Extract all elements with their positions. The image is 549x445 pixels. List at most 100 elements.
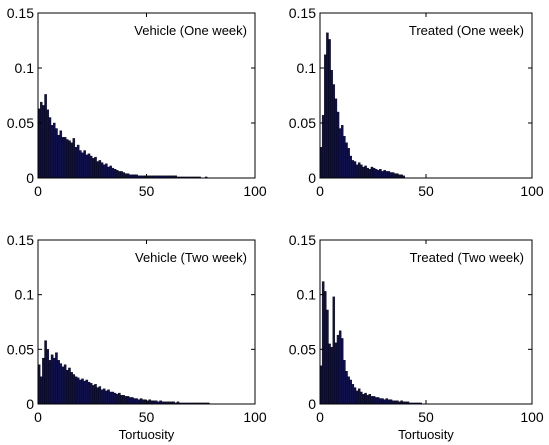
histogram-bar (347, 148, 350, 179)
histogram-bar (389, 399, 393, 405)
x-tick-label: 0 (316, 183, 324, 199)
histogram-bar (118, 392, 121, 405)
histogram-bar (377, 397, 380, 405)
histogram-bar (76, 144, 80, 179)
histogram-bar (74, 147, 78, 179)
histogram-bar (383, 170, 386, 179)
histogram-bar (328, 343, 331, 405)
histogram-bar (76, 377, 80, 405)
histogram-bar (46, 109, 50, 179)
x-tick-label: 0 (316, 409, 324, 425)
histogram-bar (370, 166, 374, 179)
histogram-bar (96, 161, 99, 179)
plot-area (320, 240, 532, 404)
histogram-bar (360, 391, 363, 405)
histogram-bar (59, 363, 63, 405)
histogram-bar (360, 164, 363, 179)
y-tick-label: 0.15 (7, 5, 34, 21)
histogram-bar (63, 364, 67, 405)
histogram-bar (343, 136, 346, 179)
histogram-bar (341, 125, 344, 179)
histogram-bar (87, 153, 91, 179)
histogram-bar (370, 396, 374, 405)
histogram-bar (105, 390, 108, 405)
histogram-bar (46, 349, 50, 405)
histogram-panel-4: 0 0.05 0.1 0.15 0 50 100 Treated (Two week) Tort… (289, 232, 544, 442)
y-tick-label: 0.05 (7, 115, 34, 131)
histogram-bar (135, 398, 138, 405)
histogram-bar (396, 173, 399, 179)
x-axis-label: Tortuosity (119, 427, 175, 442)
y-tick-label: 0 (308, 170, 316, 186)
histogram-bar (366, 395, 369, 405)
panel-title: Treated (Two week) (410, 250, 524, 265)
histogram-bar (137, 399, 141, 405)
histogram-panel-3: 0 0.05 0.1 0.15 0 50 100 Vehicle (Two week) Tort… (7, 232, 267, 442)
histogram-bar (343, 360, 346, 405)
histogram-bar (87, 381, 91, 405)
y-tick-label: 0 (26, 396, 34, 412)
histogram-bar (349, 379, 352, 405)
histogram-bar (355, 164, 359, 179)
plot-area (320, 13, 532, 178)
histogram-bar (120, 171, 123, 179)
histogram-bar (68, 367, 71, 405)
histogram-bar (381, 398, 384, 405)
histogram-bar (50, 354, 54, 405)
histogram-bar (349, 155, 352, 179)
panel-title: Treated (One week) (409, 23, 524, 38)
histogram-bar (44, 94, 47, 179)
x-tick-label: 50 (418, 183, 434, 199)
histogram-bar (126, 173, 130, 179)
histogram-bar (345, 371, 348, 405)
histogram-bar (355, 390, 359, 405)
panel-title: Vehicle (One week) (134, 23, 247, 38)
histogram-bar (351, 160, 355, 179)
histogram-bar (100, 389, 104, 405)
y-tick-label: 0.1 (297, 287, 317, 303)
histogram-bar (118, 171, 121, 179)
y-tick-label: 0.05 (7, 341, 34, 357)
histogram-bar (89, 155, 93, 179)
x-tick-label: 50 (418, 409, 434, 425)
histogram-bar (92, 385, 95, 405)
histogram-bar (379, 398, 382, 405)
histogram-bar (334, 342, 338, 405)
histogram-bar (72, 374, 76, 405)
x-tick-label: 100 (243, 183, 267, 199)
histogram-bar (124, 396, 128, 405)
histogram-bar (372, 396, 376, 405)
histogram-bar (39, 376, 43, 405)
histogram-bar (115, 393, 119, 405)
histogram-bar (126, 396, 130, 405)
histogram-bar (394, 173, 397, 179)
histogram-bar (70, 142, 73, 179)
histogram-bar (105, 163, 108, 179)
x-tick-label: 0 (34, 183, 42, 199)
y-tick-label: 0.1 (15, 287, 35, 303)
histogram-bar (148, 399, 152, 405)
histogram-bar (70, 372, 73, 405)
histogram-bar (141, 399, 145, 405)
x-tick-label: 100 (520, 183, 544, 199)
histogram-bar (336, 334, 340, 405)
histogram-bar (53, 357, 56, 405)
y-tick-label: 0.05 (289, 115, 316, 131)
histogram-bar (53, 122, 56, 179)
histogram-bar (109, 391, 112, 405)
histogram-bar (85, 379, 89, 405)
histogram-bar (92, 158, 95, 179)
histogram-bar (100, 162, 104, 179)
x-tick-label: 50 (139, 409, 155, 425)
y-tick-label: 0.1 (15, 60, 35, 76)
histogram-bar (338, 128, 342, 179)
histogram-bar (85, 154, 89, 179)
histogram-bar (111, 391, 115, 405)
x-tick-label: 0 (34, 409, 42, 425)
histogram-bar (324, 54, 327, 179)
histogram-bar (391, 172, 395, 179)
histogram-bar (368, 169, 372, 179)
histogram-bar (120, 395, 123, 405)
histogram-bar (330, 346, 333, 405)
histogram-bar (81, 152, 84, 179)
